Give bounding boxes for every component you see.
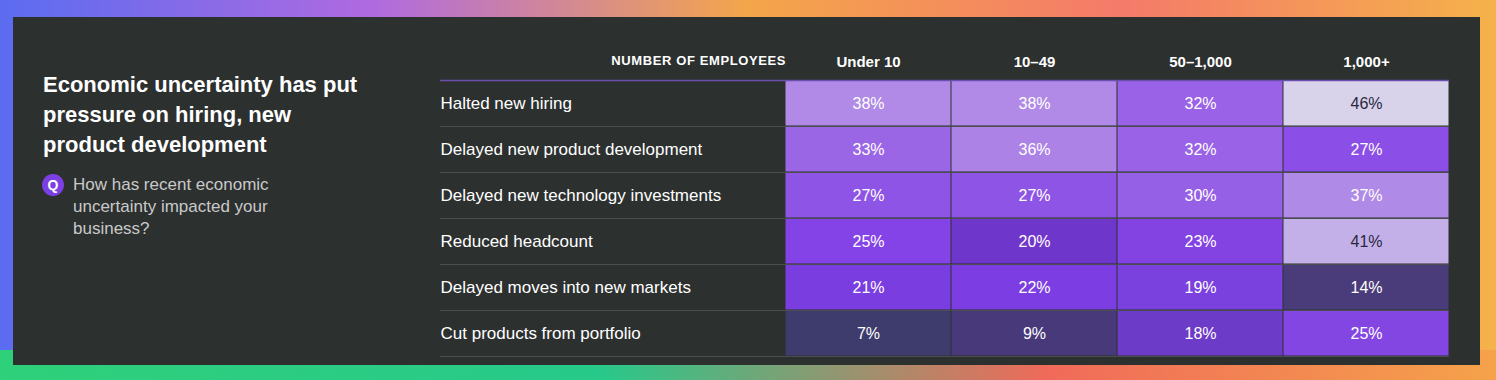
svg-text:36%: 36% — [1018, 141, 1050, 158]
svg-text:33%: 33% — [852, 141, 884, 158]
svg-text:19%: 19% — [1184, 279, 1216, 296]
svg-text:50–1,000: 50–1,000 — [1169, 53, 1232, 70]
svg-text:30%: 30% — [1184, 187, 1216, 204]
svg-text:Reduced headcount: Reduced headcount — [441, 232, 593, 251]
svg-text:32%: 32% — [1184, 141, 1216, 158]
svg-text:46%: 46% — [1350, 95, 1382, 112]
svg-text:25%: 25% — [1350, 325, 1382, 342]
svg-text:14%: 14% — [1350, 279, 1382, 296]
html-text:NUMBER OF EMPLOYEES: NUMBER OF EMPLOYEES — [611, 53, 786, 68]
svg-text:38%: 38% — [1018, 95, 1050, 112]
svg-text:21%: 21% — [852, 279, 884, 296]
svg-text:27%: 27% — [1350, 141, 1382, 158]
svg-text:25%: 25% — [852, 233, 884, 250]
svg-text:27%: 27% — [1018, 187, 1050, 204]
svg-text:37%: 37% — [1350, 187, 1382, 204]
svg-text:18%: 18% — [1184, 325, 1216, 342]
svg-text:Delayed new product developmen: Delayed new product development — [441, 140, 703, 159]
svg-text:Delayed new technology investm: Delayed new technology investments — [441, 186, 722, 205]
svg-text:23%: 23% — [1184, 233, 1216, 250]
svg-text:Under 10: Under 10 — [836, 53, 900, 70]
svg-text:41%: 41% — [1350, 233, 1382, 250]
svg-text:9%: 9% — [1023, 325, 1046, 342]
svg-text:27%: 27% — [852, 187, 884, 204]
svg-text:Halted new hiring: Halted new hiring — [441, 94, 572, 113]
html-text:How has recent economic uncert: How has recent economic uncertainty impa… — [73, 175, 269, 238]
svg-text:22%: 22% — [1018, 279, 1050, 296]
svg-text:7%: 7% — [857, 325, 880, 342]
svg-text:1,000+: 1,000+ — [1343, 53, 1390, 70]
svg-text:38%: 38% — [852, 95, 884, 112]
html-text:Q: Q — [47, 177, 59, 193]
svg-text:20%: 20% — [1018, 233, 1050, 250]
svg-text:32%: 32% — [1184, 95, 1216, 112]
svg-text:Delayed moves into new markets: Delayed moves into new markets — [441, 278, 691, 297]
html-text:Economic uncertainty has put p: Economic uncertainty has put pressure on… — [43, 72, 358, 157]
svg-text:10–49: 10–49 — [1014, 53, 1056, 70]
svg-text:Cut products from portfolio: Cut products from portfolio — [441, 324, 641, 343]
